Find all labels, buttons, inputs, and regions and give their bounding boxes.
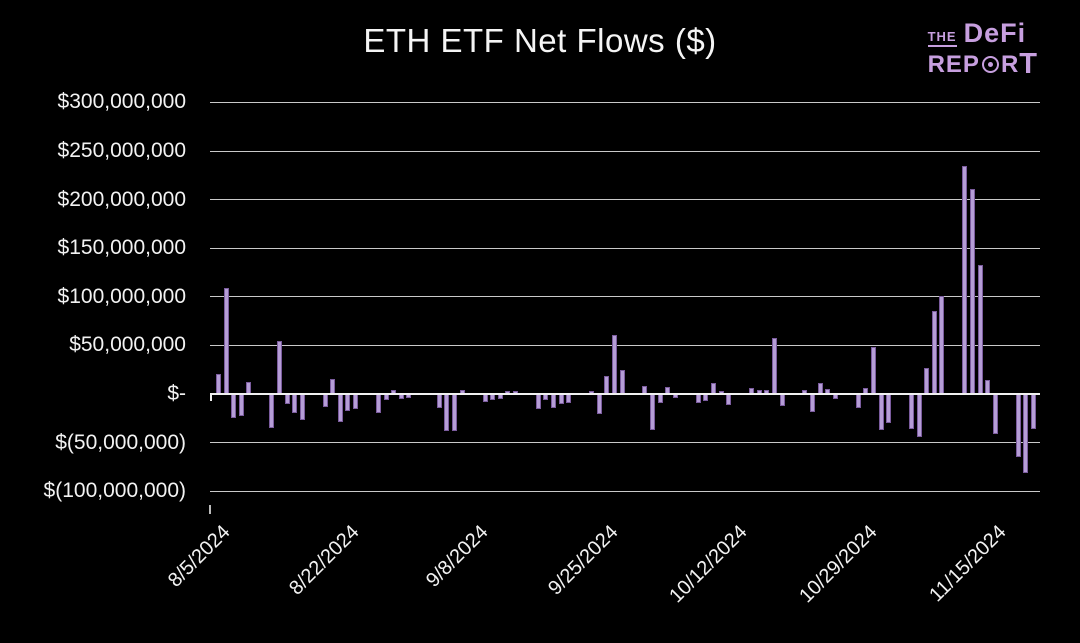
x-tick-label: 11/15/2024 (925, 521, 1011, 607)
x-tick-label: 8/5/2024 (163, 521, 235, 592)
x-tick-label: 8/22/2024 (285, 521, 364, 600)
logo-row-1: THE DeFi (927, 18, 1038, 48)
flow-bar (345, 394, 351, 412)
y-tick-label: $(100,000,000) (43, 479, 186, 503)
gridline (210, 199, 1040, 201)
flow-bar (985, 380, 991, 394)
y-tick-label: $- (167, 382, 186, 405)
flow-bar (695, 394, 701, 403)
gridline (210, 101, 1040, 103)
logo-r-label: R (1000, 50, 1020, 78)
flow-bar (726, 394, 732, 405)
flow-bar (604, 375, 610, 394)
flow-bar (878, 394, 884, 430)
gridline (210, 296, 1040, 298)
flow-bar (322, 394, 328, 407)
flow-bar (703, 394, 709, 401)
flow-bar (566, 394, 572, 403)
x-tick-label: 9/25/2024 (543, 521, 623, 600)
bullseye-icon (981, 56, 999, 73)
y-tick-label: $(50,000,000) (55, 430, 186, 454)
logo-the-label: THE (927, 30, 957, 47)
flow-bar (223, 288, 229, 394)
y-tick-label: $250,000,000 (57, 139, 186, 162)
flow-bar (779, 394, 785, 406)
gridline (210, 442, 1040, 444)
x-tick-label: 10/29/2024 (794, 521, 882, 608)
logo-rep-label: REP (927, 50, 980, 78)
flow-bar (299, 394, 305, 421)
gridline (210, 247, 1040, 249)
flow-bar (216, 373, 221, 394)
flow-bar (886, 394, 892, 424)
flow-bar (482, 394, 488, 402)
x-tick-label: 10/12/2024 (665, 521, 752, 608)
y-tick-label: $200,000,000 (57, 187, 186, 211)
x-axis-left-tick (209, 505, 211, 514)
logo-defi-label: DeFi (963, 18, 1027, 48)
flow-bar (558, 394, 564, 404)
flow-bar (916, 394, 922, 437)
flow-bar (619, 369, 625, 394)
y-tick-label: $50,000,000 (69, 333, 186, 357)
flow-bar (284, 394, 290, 404)
flow-bar (1015, 394, 1021, 458)
flow-bar (596, 394, 602, 415)
y-tick-label: $100,000,000 (57, 284, 186, 308)
flow-bar (231, 394, 237, 419)
logo-row-2: REP R T (928, 50, 1038, 79)
flow-bar (238, 394, 244, 417)
flow-bar (931, 311, 937, 394)
flow-bar (771, 337, 777, 394)
gridline (210, 344, 1040, 346)
flow-bar (611, 334, 617, 394)
flow-bar (924, 367, 930, 394)
y-tick-label: $300,000,000 (57, 90, 186, 114)
flow-bar (657, 394, 663, 403)
flow-bar (809, 394, 815, 413)
flow-bar (375, 394, 381, 414)
flow-bar (870, 347, 876, 394)
flow-bar (436, 394, 442, 408)
gridline (210, 490, 1040, 492)
flow-bar (1030, 394, 1036, 429)
flow-bar (276, 340, 282, 394)
zero-axis-left-tick (210, 394, 212, 401)
flow-bar (551, 394, 557, 408)
flow-bar (1023, 394, 1029, 473)
x-tick-label: 9/8/2024 (422, 521, 493, 592)
flow-bar (292, 394, 298, 414)
flow-bar (330, 379, 336, 394)
flow-bar (939, 295, 945, 394)
flow-bar (855, 394, 861, 408)
flow-bar (269, 394, 275, 429)
flow-bar (337, 394, 343, 423)
flow-bar (977, 264, 983, 394)
defi-report-logo: THE DeFi REP R T (927, 18, 1038, 79)
y-tick-label: $150,000,000 (57, 236, 186, 260)
flow-bar (908, 394, 914, 429)
flow-bar (992, 394, 998, 434)
flow-bar (962, 165, 968, 394)
flow-bar (444, 394, 450, 431)
chart-title: ETH ETF Net Flows ($) (363, 22, 717, 59)
flow-bar (452, 394, 458, 431)
logo-t-label: T (1019, 48, 1038, 80)
gridline (210, 150, 1040, 152)
flow-bar (650, 394, 656, 430)
flow-bar (535, 394, 541, 409)
zero-axis-line (210, 393, 1040, 395)
flow-bar (353, 394, 359, 409)
flow-bar (969, 188, 975, 394)
